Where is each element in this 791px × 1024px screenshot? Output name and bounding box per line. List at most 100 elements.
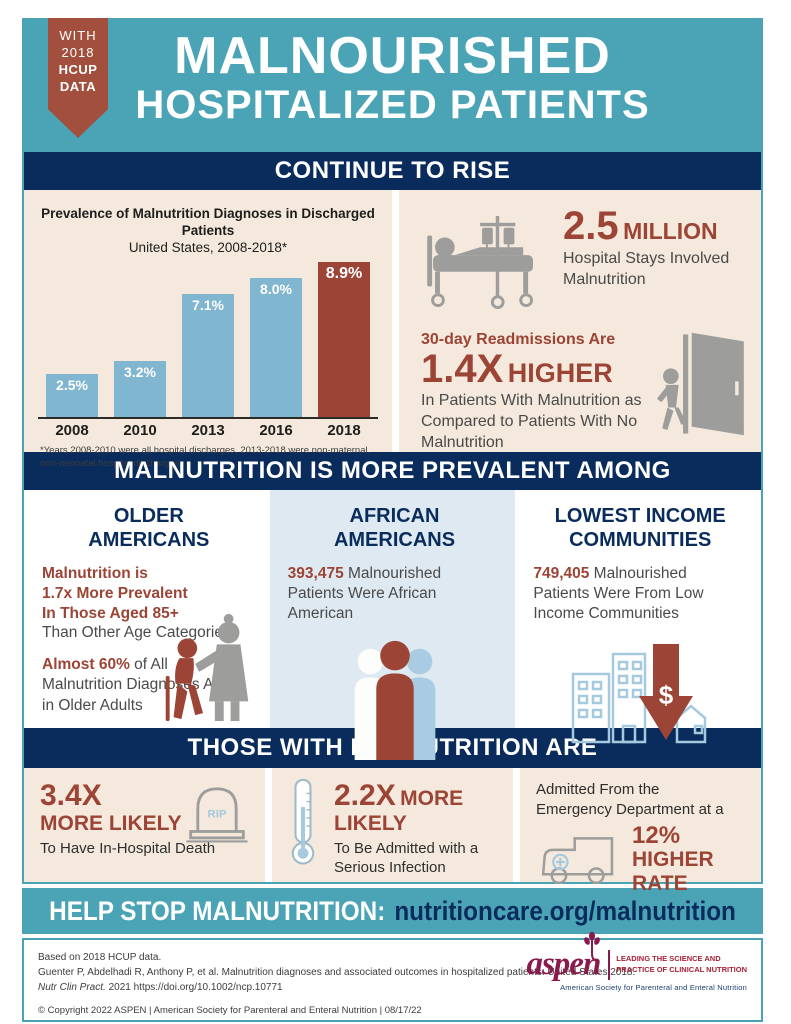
page: WITH 2018 HCUP DATA MALNOURISHED HOSPITA… <box>22 18 763 1022</box>
footer: Based on 2018 HCUP data. Guenter P, Abde… <box>22 932 763 1022</box>
outcome-infection: 2.2X MORE LIKELY To Be Admitted with a S… <box>272 768 513 882</box>
bar-value-label: 3.2% <box>124 363 156 380</box>
footer-citation: Guenter P, Abdelhadi R, Anthony P, et al… <box>38 967 636 978</box>
page-title-line2: HOSPITALIZED PATIENTS <box>135 83 650 128</box>
infection-text: 2.2X MORE LIKELY To Be Admitted with a S… <box>334 780 503 878</box>
badge-line: 2018 <box>61 45 95 60</box>
outcome-value: 12% <box>632 822 681 849</box>
outcome-description: To Have In-Hospital Death <box>40 839 216 857</box>
heading-line: LOWEST INCOME <box>554 505 726 527</box>
wheat-stalk-icon <box>584 932 601 962</box>
aspen-logo: aspen LEADING THE SCIENCE AND PRACTICE O… <box>519 932 747 992</box>
bar-year-label: 2018 <box>327 421 361 439</box>
footer-journal: Nutr Clin Pract. 2021 https://doi.org/10… <box>38 980 761 995</box>
bar-2016: 8.0% <box>250 277 302 417</box>
bar-value-label: 7.1% <box>192 296 224 313</box>
column-lowest-income: LOWEST INCOME COMMUNITIES 749,405 Malnou… <box>515 490 762 744</box>
bar-value-label: 8.9% <box>325 264 363 282</box>
outcomes-section: 3.4X MORE LIKELY To Have In-Hospital Dea… <box>24 768 761 895</box>
footer-copyright: © Copyright 2022 ASPEN | American Societ… <box>38 1005 422 1016</box>
outcome-value2: MORE LIKELY <box>40 811 182 835</box>
stat-intro: 30-day Readmissions Are <box>421 331 616 348</box>
tagline-line: LEADING THE SCIENCE AND <box>616 954 721 964</box>
rise-stats-panel: 2.5 MILLION Hospital Stays Involved Maln… <box>399 190 761 452</box>
bar-chart-plot: 2.5% 3.2% 7.1% 8.0% 8.9% <box>38 257 378 419</box>
stat-2-5-million: 2.5 MILLION Hospital Stays Involved Maln… <box>563 206 745 291</box>
stat-unit: HIGHER <box>507 358 613 388</box>
logo-taglines: LEADING THE SCIENCE AND PRACTICE OF CLIN… <box>616 954 747 974</box>
stat-rest: Malnourished Patients Were African Ameri… <box>287 565 442 623</box>
bar-year-label: 2013 <box>191 421 225 439</box>
outcome-description: To Be Admitted with a Serious Infection <box>334 839 479 877</box>
aspen-wordmark: aspen <box>526 932 601 982</box>
content-box: CONTINUE TO RISE Prevalence of Malnutrit… <box>22 152 763 895</box>
exit-door-icon <box>655 331 751 442</box>
bar-year-label: 2010 <box>123 421 157 439</box>
cta-label: HELP STOP MALNUTRITION: <box>49 895 386 926</box>
stat-value: 1.4X <box>421 347 504 391</box>
community-dollar-down-icon: $ <box>565 640 715 749</box>
low-income-stat: 749,405 Malnourished Patients Were From … <box>533 564 747 624</box>
column-heading: LOWEST INCOME COMMUNITIES <box>533 504 747 552</box>
outcome-emergency: Admitted From the Emergency Department a… <box>520 768 761 895</box>
stat-value: 2.5 <box>563 204 619 248</box>
stat-highlight: 749,405 <box>533 565 590 582</box>
bar-year-label: 2008 <box>55 421 89 439</box>
stat-description: Hospital Stays Involved Malnutrition <box>563 250 730 288</box>
logo-subline: American Society for Parenteral and Ente… <box>560 983 747 992</box>
hospital-bed-icon <box>421 214 549 315</box>
readmissions-stat: 30-day Readmissions Are 1.4X HIGHER In P… <box>421 331 745 453</box>
bar-value-label: 2.5% <box>56 376 88 393</box>
stat-rest: Malnourished Patients Were From Low Inco… <box>533 565 704 623</box>
heading-line: AMERICANS <box>333 529 456 551</box>
hcup-data-badge: WITH 2018 HCUP DATA <box>48 18 108 138</box>
cta-link[interactable]: nutritioncare.org/malnutrition <box>394 895 736 926</box>
stat-highlight: Almost 60% <box>42 656 130 674</box>
rip-label: RIP <box>208 808 227 820</box>
rise-section: Prevalence of Malnutrition Diagnoses in … <box>24 190 761 469</box>
stat-unit: MILLION <box>623 218 718 244</box>
bar-value-label: 8.0% <box>260 280 292 297</box>
bar-chart-years: 2008 2010 2013 2016 2018 <box>38 422 378 439</box>
bar-2018: 8.9% <box>318 261 370 417</box>
three-people-icon <box>332 634 458 765</box>
page-title-line1: MALNOURISHED <box>174 27 611 85</box>
heading-line: OLDER <box>113 505 184 527</box>
bar-chart-panel: Prevalence of Malnutrition Diagnoses in … <box>24 190 392 469</box>
bar-2010: 3.2% <box>114 360 166 417</box>
outcome-value2: MORE LIKELY <box>334 787 464 835</box>
column-heading: OLDER AMERICANS <box>42 504 256 552</box>
stat-highlight: 393,475 <box>287 565 344 582</box>
stat-description: In Patients With Malnutrition as Compare… <box>421 392 642 451</box>
outcome-value: 2.2X <box>334 779 396 812</box>
prevalent-section: OLDER AMERICANS Malnutrition is 1.7x Mor… <box>24 490 762 761</box>
header: WITH 2018 HCUP DATA MALNOURISHED HOSPITA… <box>22 18 763 152</box>
thermometer-icon <box>286 776 320 873</box>
heading-line: COMMUNITIES <box>569 529 712 551</box>
badge-line: DATA <box>59 79 97 94</box>
stat-line: Than Other Age Categories <box>42 624 231 642</box>
logo-divider <box>608 949 611 980</box>
heading-line: AFRICAN <box>349 505 440 527</box>
chart-footnote: *Years 2008-2010 were all hospital disch… <box>40 444 371 469</box>
column-older-americans: OLDER AMERICANS Malnutrition is 1.7x Mor… <box>24 490 270 728</box>
bar-year-label: 2016 <box>259 421 293 439</box>
chart-subtitle: United States, 2008-2018* <box>128 239 288 255</box>
tagline-line: PRACTICE OF CLINICAL NUTRITION <box>616 964 747 974</box>
column-african-americans: AFRICAN AMERICANS 393,475 Malnourished P… <box>269 490 516 761</box>
emergency-rate-stat: 12% HIGHER RATE <box>632 823 751 896</box>
aspen-name: aspen <box>526 946 601 982</box>
banner-continue-to-rise: CONTINUE TO RISE <box>24 152 761 190</box>
tombstone-icon: RIP <box>185 780 251 851</box>
ambulance-icon <box>536 828 622 891</box>
journal-name: Nutr Clin Pract. <box>38 982 106 993</box>
column-heading: AFRICAN AMERICANS <box>288 504 502 552</box>
outcome-value: 3.4X <box>40 779 102 812</box>
bar-2008: 2.5% <box>46 373 98 417</box>
chart-title: Prevalence of Malnutrition Diagnoses in … <box>41 206 375 238</box>
outcome-death: 3.4X MORE LIKELY To Have In-Hospital Dea… <box>24 768 265 882</box>
banner-more-prevalent-among: MALNUTRITION IS MORE PREVALENT AMONG <box>24 452 761 490</box>
elderly-couple-icon <box>148 607 266 728</box>
doi-link[interactable]: 2021 https://doi.org/10.1002/ncp.10771 <box>105 982 283 993</box>
